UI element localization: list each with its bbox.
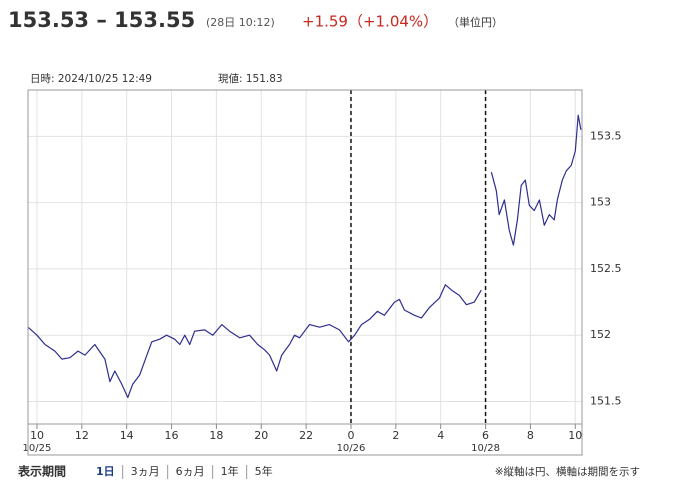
x-tick-label: 12 — [75, 429, 89, 442]
price: 153.53 – 153.55 — [8, 8, 195, 32]
x-tick-label: 8 — [527, 429, 534, 442]
x-tick-label: 10 — [30, 429, 44, 442]
y-tick-label: 152.5 — [590, 262, 622, 275]
y-tick-label: 153 — [590, 196, 611, 209]
time: (28日 10:12) — [206, 16, 275, 29]
x-tick-label: 16 — [165, 429, 179, 442]
x-tick-label: 10 — [568, 429, 582, 442]
y-tick-label: 151.5 — [590, 394, 622, 407]
info-datetime: 日時: 2024/10/25 12:49 — [30, 73, 152, 85]
change: +1.59（+1.04%） — [302, 13, 438, 31]
x-tick-label: 14 — [120, 429, 134, 442]
y-tick-label: 152 — [590, 328, 611, 341]
info-current: 現値: 151.83 — [218, 72, 283, 85]
footer-note: ※縦軸は円、横軸は期間を示す — [495, 465, 640, 478]
period-link[interactable]: 1年 — [221, 464, 239, 478]
y-tick-label: 153.5 — [590, 129, 622, 142]
plot: 151.5 152 152.5 153 153.5 10 12 14 16 18 20 22 0 2 4 6 8… — [23, 89, 622, 456]
x-date-label: 10/25 — [23, 443, 52, 454]
period-link[interactable]: 6ヵ月 — [176, 465, 205, 478]
x-date-label: 10/26 — [337, 443, 366, 454]
unit: （単位円） — [448, 15, 503, 29]
x-tick-label: 22 — [299, 429, 313, 442]
plot-area — [28, 90, 582, 424]
x-tick-label: 4 — [437, 429, 444, 442]
x-tick-label: 20 — [254, 429, 268, 442]
period-link[interactable]: 5年 — [255, 464, 273, 478]
footer-label: 表示期間 — [17, 464, 66, 479]
period-selected: 1日 — [96, 465, 115, 478]
price-line — [27, 114, 582, 399]
x-tick-label: 6 — [482, 429, 489, 442]
x-tick-label: 18 — [209, 429, 223, 442]
x-tick-label: 2 — [392, 429, 399, 442]
x-tick-label: 0 — [347, 429, 354, 442]
period-link[interactable]: 3ヵ月 — [131, 465, 160, 478]
x-date-label: 10/28 — [471, 443, 500, 454]
